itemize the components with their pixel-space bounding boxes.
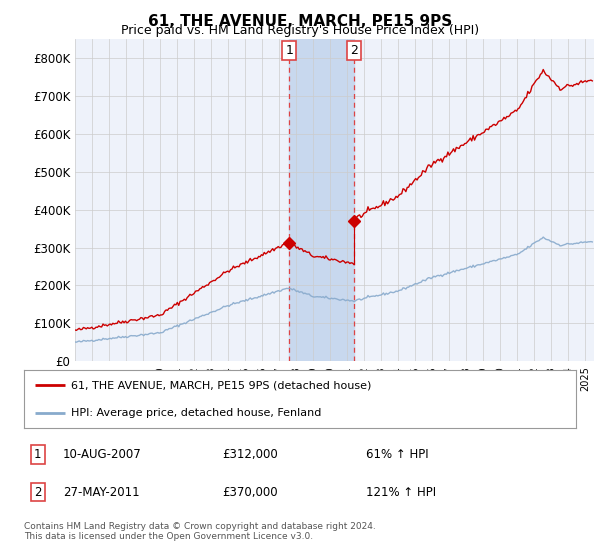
Text: 61, THE AVENUE, MARCH, PE15 9PS (detached house): 61, THE AVENUE, MARCH, PE15 9PS (detache… bbox=[71, 380, 371, 390]
Text: 27-MAY-2011: 27-MAY-2011 bbox=[62, 486, 139, 498]
Text: 2: 2 bbox=[34, 486, 41, 498]
Text: £312,000: £312,000 bbox=[223, 448, 278, 461]
Text: Price paid vs. HM Land Registry's House Price Index (HPI): Price paid vs. HM Land Registry's House … bbox=[121, 24, 479, 36]
Text: 61% ↑ HPI: 61% ↑ HPI bbox=[366, 448, 429, 461]
Text: 61, THE AVENUE, MARCH, PE15 9PS: 61, THE AVENUE, MARCH, PE15 9PS bbox=[148, 14, 452, 29]
Text: 1: 1 bbox=[34, 448, 41, 461]
Text: HPI: Average price, detached house, Fenland: HPI: Average price, detached house, Fenl… bbox=[71, 408, 321, 418]
Text: 1: 1 bbox=[286, 44, 293, 57]
Text: Contains HM Land Registry data © Crown copyright and database right 2024.
This d: Contains HM Land Registry data © Crown c… bbox=[24, 522, 376, 542]
Bar bbox=[289, 39, 354, 361]
Text: 121% ↑ HPI: 121% ↑ HPI bbox=[366, 486, 436, 498]
Text: 2: 2 bbox=[350, 44, 358, 57]
Text: 10-AUG-2007: 10-AUG-2007 bbox=[62, 448, 142, 461]
Text: £370,000: £370,000 bbox=[223, 486, 278, 498]
